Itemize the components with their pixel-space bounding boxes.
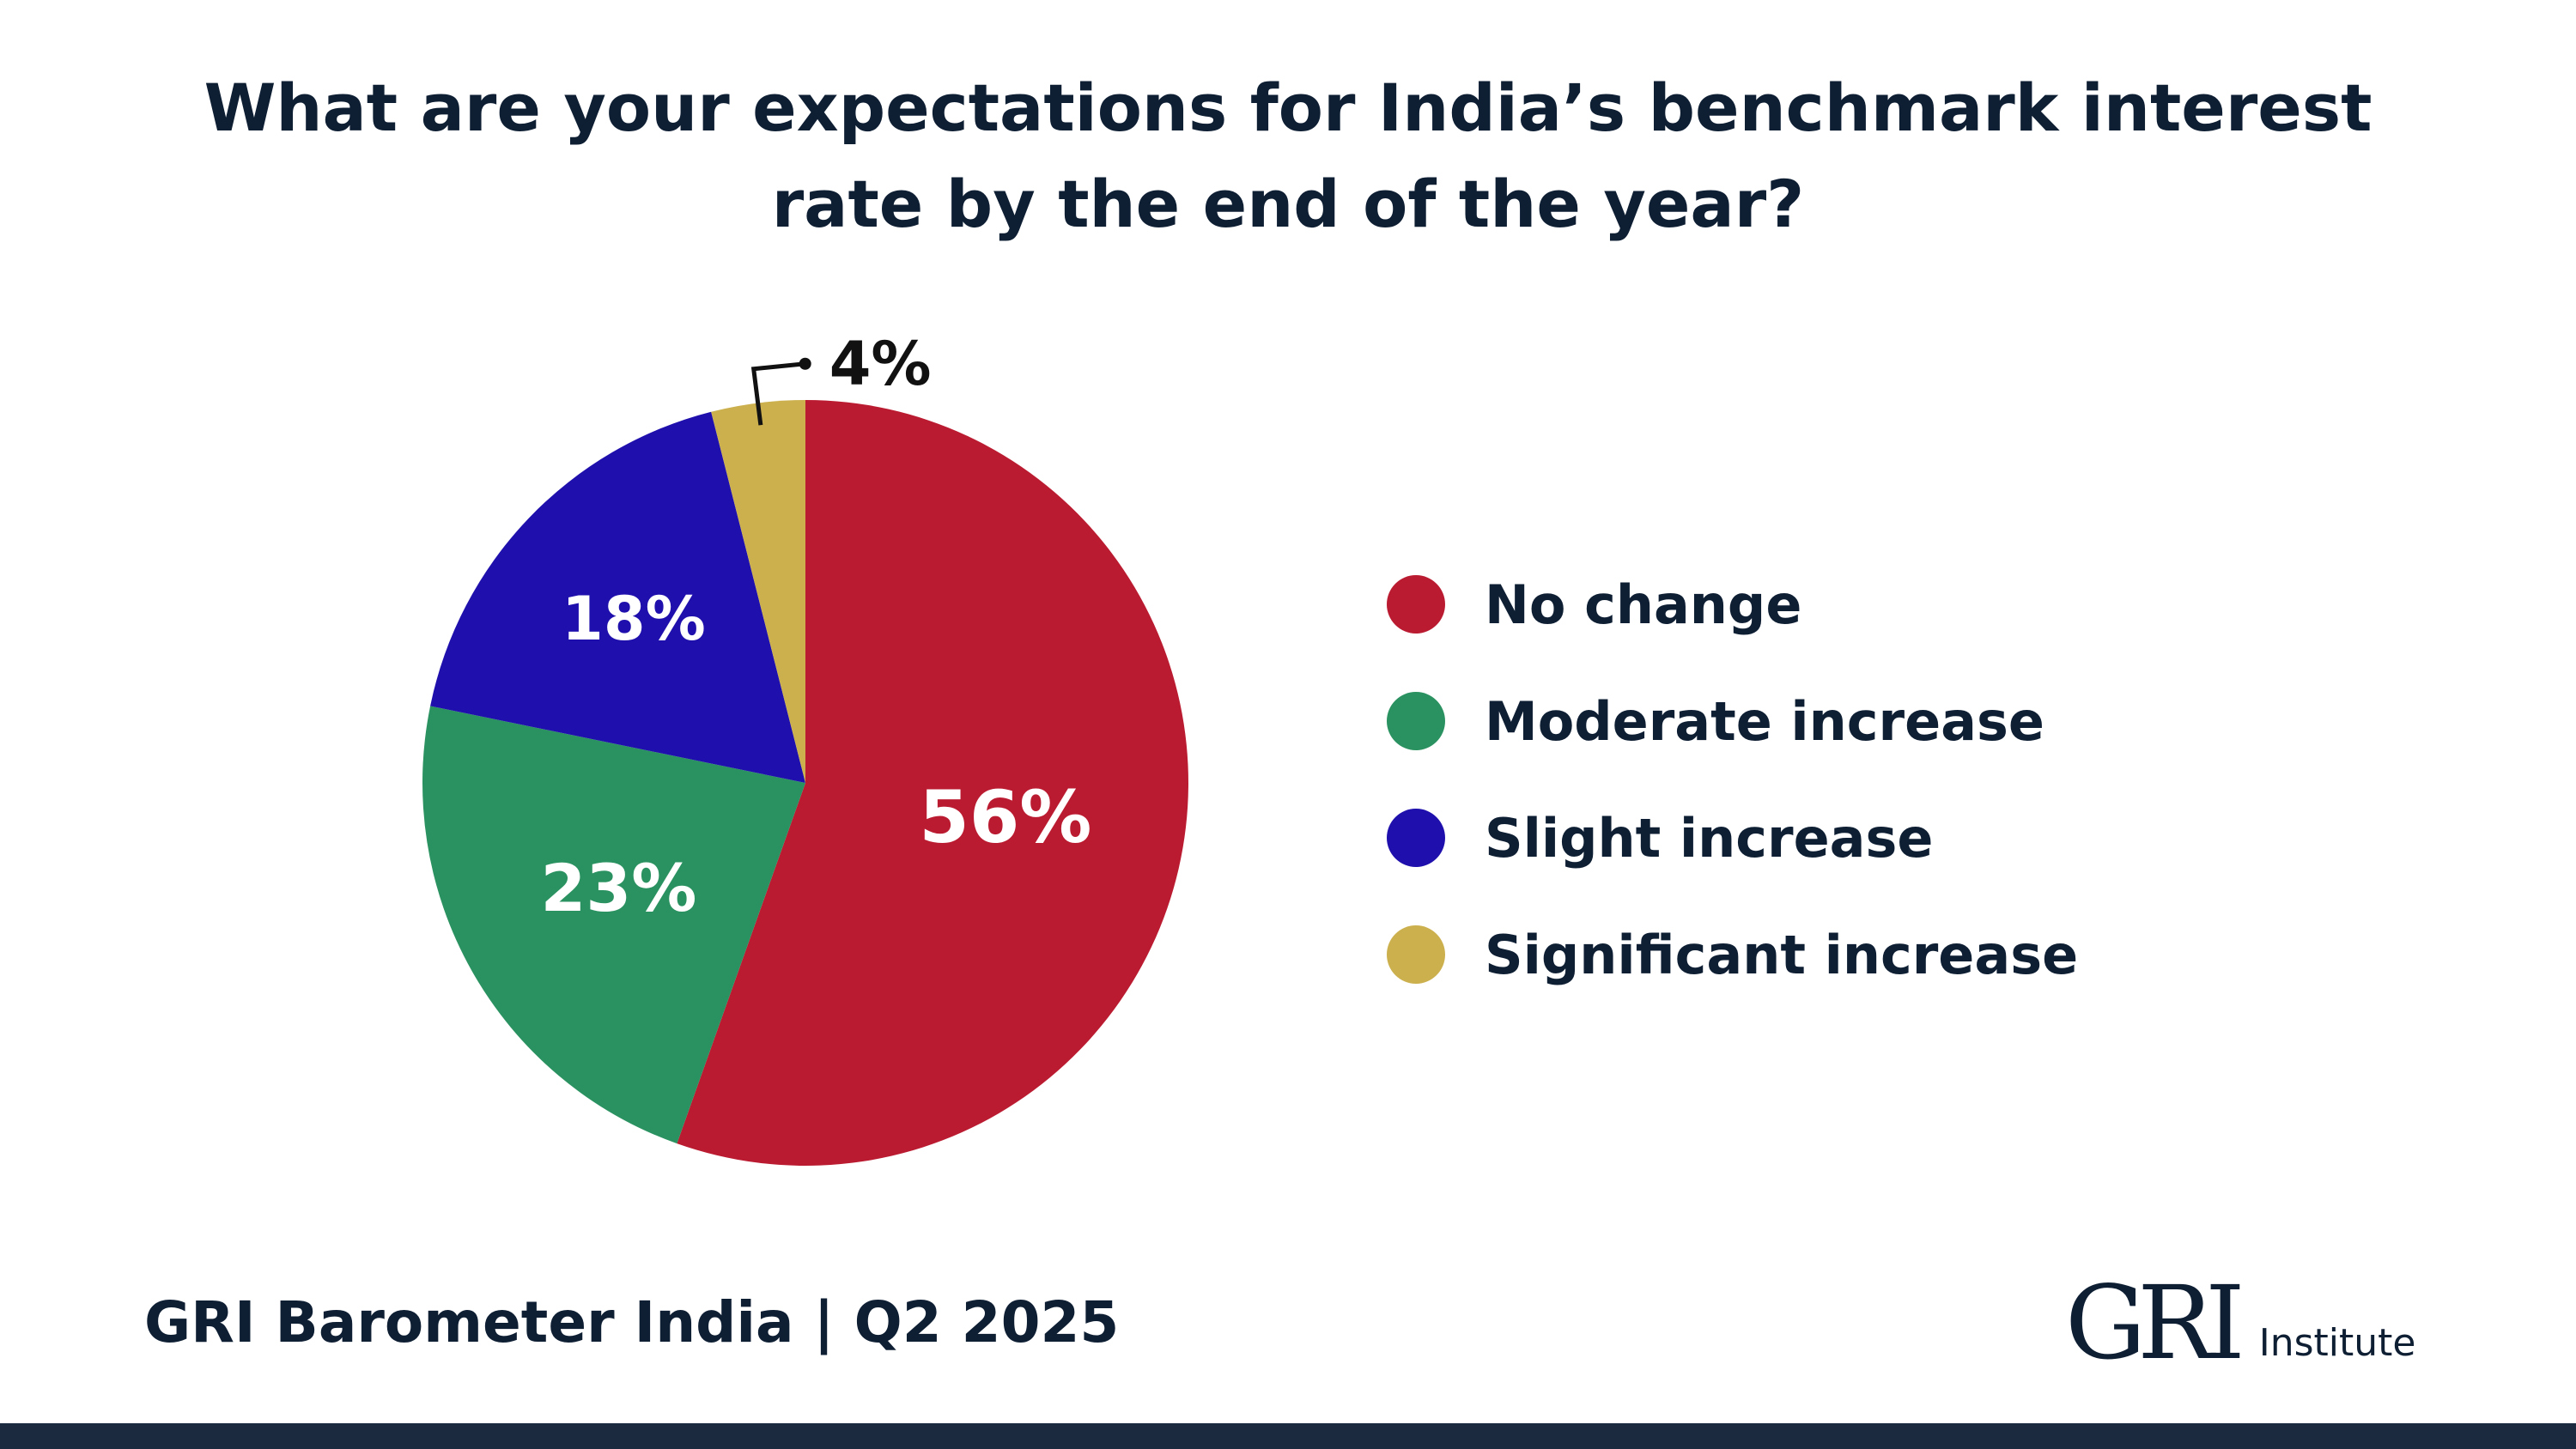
legend-item-no-change: No change <box>1387 546 2078 663</box>
data-label-no-change: 56% <box>919 775 1091 859</box>
legend-item-moderate-increase: Moderate increase <box>1387 663 2078 779</box>
legend: No change Moderate increase Slight incre… <box>1387 546 2078 1013</box>
leader-line-significant-increase <box>750 361 805 426</box>
gri-institute-logo: GRI Institute <box>2065 1264 2416 1382</box>
pie-slice-no-change <box>677 400 1188 1166</box>
pie-slice-slight-increase <box>430 411 805 783</box>
data-label-significant-increase: 4% <box>829 329 932 399</box>
chart-title-line-1: What are your expectations for India’s b… <box>204 70 2372 146</box>
leader-dot-significant-increase <box>799 357 811 370</box>
legend-dot-slight-increase <box>1387 809 1445 867</box>
legend-label-no-change: No change <box>1485 573 1802 636</box>
chart-title: What are your expectations for India’s b… <box>129 60 2447 252</box>
legend-label-moderate-increase: Moderate increase <box>1485 689 2044 753</box>
logo-mark: GRI <box>2065 1264 2245 1382</box>
legend-dot-significant-increase <box>1387 925 1445 984</box>
bottom-bar <box>0 1423 2576 1449</box>
chart-title-line-2: rate by the end of the year? <box>771 166 1805 242</box>
data-label-moderate-increase: 23% <box>540 850 696 926</box>
legend-item-slight-increase: Slight increase <box>1387 779 2078 896</box>
pie-slice-moderate-increase <box>422 706 805 1144</box>
pie-slice-significant-increase <box>711 400 805 783</box>
legend-label-slight-increase: Slight increase <box>1485 806 1934 870</box>
data-label-slight-increase: 18% <box>562 584 706 654</box>
legend-label-significant-increase: Significant increase <box>1485 923 2079 986</box>
legend-item-significant-increase: Significant increase <box>1387 896 2078 1013</box>
source-label: GRI Barometer India | Q2 2025 <box>144 1289 1120 1355</box>
legend-dot-moderate-increase <box>1387 692 1445 750</box>
legend-dot-no-change <box>1387 575 1445 634</box>
logo-subtitle: Institute <box>2258 1321 2416 1365</box>
